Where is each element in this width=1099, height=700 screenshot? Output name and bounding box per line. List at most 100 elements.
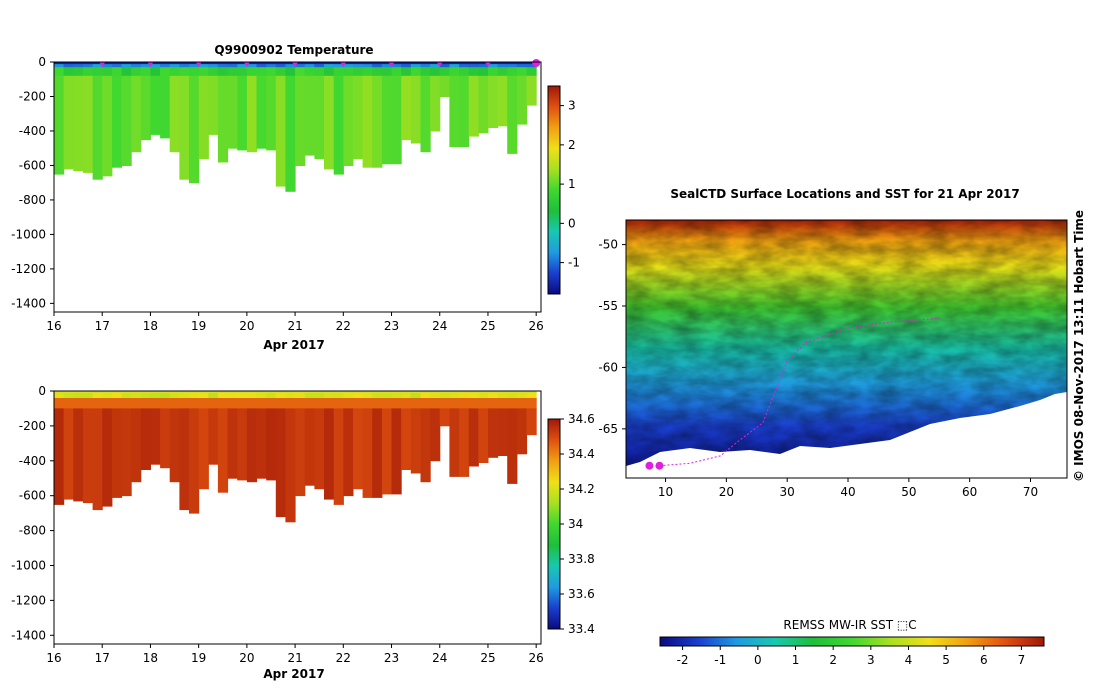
temperature-cell	[227, 64, 238, 68]
temperature-cell	[131, 67, 142, 77]
time-tick-label: 19	[191, 651, 206, 665]
salinity-colorbar	[547, 418, 561, 630]
temperature-cell	[111, 62, 123, 65]
salinity-cell	[82, 408, 94, 504]
time-tick-label: 22	[336, 319, 351, 333]
salinity-cell	[256, 393, 267, 399]
salinity-cell	[459, 393, 470, 399]
salinity-cell	[459, 391, 470, 394]
temperature-cell	[73, 75, 84, 172]
longitude-tick-label: 20	[719, 485, 734, 499]
profile-marker	[99, 62, 106, 67]
salinity-cell	[198, 408, 209, 490]
temperature-cell	[430, 75, 441, 132]
salinity-cell	[372, 393, 383, 399]
temperature-cell	[246, 64, 258, 68]
salinity-cell	[526, 398, 537, 409]
sst-longitude-axis: 10 20 30 40 50 60 70	[658, 478, 1038, 499]
salinity-cell	[488, 391, 499, 394]
salinity-cell	[237, 393, 248, 399]
depth-tick-label: -1000	[11, 227, 46, 241]
salinity-cell	[343, 393, 354, 399]
temperature-cell	[63, 75, 74, 170]
temperature-cell	[131, 64, 142, 68]
temperature-cell	[92, 67, 103, 77]
profile-marker	[436, 62, 443, 67]
salinity-cell	[410, 391, 421, 394]
temperature-cell	[102, 62, 113, 65]
salinity-cell	[507, 393, 518, 399]
seal-position-marker	[655, 461, 664, 470]
salinity-cell	[497, 391, 508, 394]
temperature-cell	[343, 64, 354, 68]
salinity-cell	[150, 391, 161, 394]
salinity-cell	[275, 408, 286, 518]
salinity-cell	[189, 408, 200, 514]
salinity-cell	[420, 408, 431, 483]
salinity-cell	[160, 408, 171, 469]
depth-tick-label: 0	[38, 384, 46, 398]
salinity-cell	[54, 398, 65, 409]
salinity-cell	[401, 398, 412, 409]
temperature-cell	[73, 67, 84, 77]
salinity-cell	[208, 398, 219, 409]
salinity-cell	[333, 393, 344, 399]
temperature-cell	[179, 62, 190, 65]
temperature-cell	[420, 75, 431, 153]
salinity-cell	[439, 391, 450, 394]
salinity-cell	[111, 393, 123, 399]
salinity-cell	[516, 391, 528, 394]
salinity-cell	[381, 398, 393, 409]
temperature-cell	[314, 75, 325, 160]
temperature-cell	[256, 64, 267, 68]
temperature-cell	[526, 62, 537, 65]
salinity-cell	[111, 398, 123, 409]
temperature-colorbar-ticks: -1 0 1 2 3	[560, 99, 580, 270]
salinity-cell	[420, 393, 431, 399]
temperature-cell	[353, 67, 364, 77]
depth-tick-label: -800	[19, 193, 46, 207]
colorbar-tick-label: 33.4	[568, 622, 595, 636]
salinity-cell	[362, 393, 373, 399]
temperature-cell	[169, 62, 180, 65]
temperature-cell	[73, 64, 84, 68]
temperature-cell	[391, 67, 402, 77]
temperature-cell	[381, 62, 393, 65]
temperature-cell	[150, 75, 161, 135]
salinity-cell	[217, 393, 229, 399]
salinity-cell	[324, 408, 335, 500]
temperature-cell	[381, 75, 393, 165]
temperature-title: Q9900902 Temperature	[214, 43, 373, 57]
temperature-cell	[343, 75, 354, 166]
temperature-cell	[362, 75, 373, 168]
temperature-cell	[362, 64, 373, 68]
salinity-cell	[526, 391, 537, 394]
salinity-cell	[353, 408, 364, 490]
latitude-tick-label: -55	[598, 299, 618, 313]
temperature-cell	[256, 62, 267, 65]
salinity-cell	[439, 398, 450, 409]
temperature-cell	[131, 75, 142, 153]
temperature-cell	[140, 62, 151, 65]
colorbar-tick-label: 1	[568, 177, 576, 191]
time-tick-label: 20	[239, 319, 254, 333]
sst-colorbar-tick-label: -1	[714, 653, 726, 667]
temperature-cell	[256, 67, 267, 77]
temperature-cell	[246, 62, 258, 65]
salinity-cell	[362, 398, 373, 409]
temperature-cell	[179, 67, 190, 77]
sst-colorbar-tick-label: 7	[1018, 653, 1026, 667]
temperature-cell	[237, 75, 248, 151]
temperature-cell	[285, 64, 296, 68]
salinity-cell	[208, 408, 219, 465]
salinity-cell	[391, 393, 402, 399]
depth-tick-label: -800	[19, 524, 46, 538]
salinity-cell	[468, 393, 479, 399]
salinity-cell	[237, 398, 248, 409]
temperature-cell	[189, 75, 200, 184]
salinity-cell	[391, 408, 402, 495]
temperature-cell	[507, 75, 518, 154]
temperature-cell	[169, 67, 180, 77]
salinity-cell	[391, 391, 402, 394]
salinity-cell	[430, 408, 441, 462]
